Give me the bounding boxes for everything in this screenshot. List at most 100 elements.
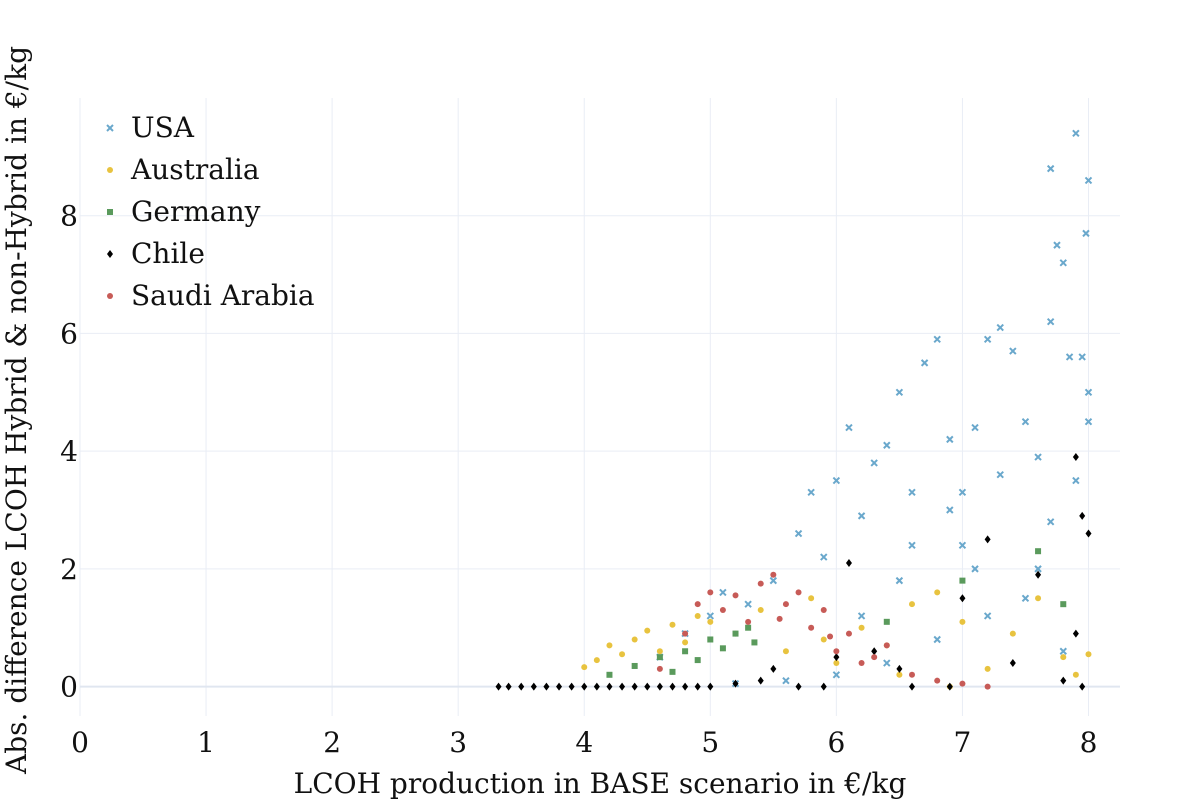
saudi-arabia-point <box>833 648 840 655</box>
legend-label-germany: Germany <box>131 195 261 228</box>
chile-point <box>1072 453 1079 462</box>
australia-point <box>606 642 613 649</box>
germany-point <box>682 648 689 655</box>
saudi-arabia-point <box>845 630 852 637</box>
x-tick-label: 0 <box>71 726 89 759</box>
australia-point <box>934 589 941 596</box>
legend-label-chile: Chile <box>131 237 205 270</box>
saudi-arabia-point <box>719 607 726 614</box>
saudi-arabia-point <box>883 642 890 649</box>
usa-point <box>1084 418 1093 426</box>
chile-point <box>984 535 991 544</box>
germany-point <box>959 577 966 584</box>
usa-point <box>958 541 967 550</box>
chile-point <box>1060 676 1067 685</box>
australia-point <box>707 618 714 625</box>
germany-point <box>631 662 638 669</box>
chile-point <box>959 594 966 603</box>
usa-point <box>883 441 891 449</box>
australia-point <box>858 624 865 631</box>
chile-point <box>644 682 651 691</box>
australia-point <box>757 607 764 614</box>
chile-point <box>845 558 852 567</box>
saudi-arabia-point <box>820 607 827 614</box>
australia-point <box>1060 654 1067 661</box>
germany-point <box>745 624 752 631</box>
usa-point <box>744 600 752 608</box>
usa-point <box>908 488 916 497</box>
saudi-arabia-point <box>656 665 663 672</box>
usa-point <box>1046 164 1055 173</box>
usa-point <box>1078 353 1086 361</box>
usa-point <box>832 476 841 485</box>
germany-point <box>719 645 726 652</box>
usa-point <box>1046 317 1055 326</box>
chile-point <box>606 682 613 691</box>
australia-point <box>820 636 827 643</box>
legend-label-usa: USA <box>131 111 195 144</box>
usa-point <box>1072 476 1080 485</box>
chile-point <box>619 682 626 691</box>
chile-point <box>568 682 575 691</box>
saudi-arabia-point <box>959 680 966 687</box>
chile-point <box>833 653 840 662</box>
y-axis-title: Abs. difference LCOH Hybrid & non-Hybrid… <box>0 46 33 775</box>
australia-point <box>909 601 915 608</box>
australia-point <box>644 627 651 634</box>
australia-point <box>656 648 663 655</box>
y-tick-label: 8 <box>60 200 78 233</box>
usa-point <box>983 335 992 344</box>
x-tick-label: 2 <box>323 726 341 759</box>
chile-point <box>631 682 638 691</box>
usa-point <box>794 529 803 538</box>
chile-point <box>543 682 550 691</box>
chile-point <box>707 682 714 691</box>
saudi-arabia-point <box>682 630 689 637</box>
saudi-arabia-point <box>782 601 789 608</box>
usa-point <box>719 588 727 597</box>
usa-point <box>832 671 841 679</box>
australia-point <box>984 665 991 672</box>
australia-point <box>1009 630 1016 637</box>
usa-point <box>895 388 904 396</box>
australia-point <box>959 618 966 625</box>
usa-point <box>1084 388 1093 396</box>
usa-point <box>996 323 1004 332</box>
usa-point <box>845 423 853 432</box>
germany-point <box>751 639 758 646</box>
x-axis-title: LCOH production in BASE scenario in €/kg <box>294 767 907 800</box>
chile-point <box>505 682 512 691</box>
usa-point <box>1021 594 1030 602</box>
usa-point <box>933 635 941 644</box>
chile-point <box>1072 629 1079 638</box>
chile-point <box>1085 529 1092 538</box>
chile-point <box>820 682 827 691</box>
chile-point <box>909 682 915 691</box>
saudi-arabia-point <box>858 660 865 667</box>
saudi-arabia-point <box>795 589 802 596</box>
usa-point <box>857 612 866 620</box>
germany-point <box>1060 601 1067 608</box>
usa-point <box>706 612 715 620</box>
chile-point <box>896 664 903 673</box>
australia-point <box>619 651 626 658</box>
saudi-arabia-point <box>776 615 783 622</box>
australia-point <box>581 664 588 671</box>
australia-point <box>1072 671 1079 678</box>
usa-point <box>782 676 790 685</box>
saudi-arabia-point <box>827 633 834 640</box>
australia-point <box>682 639 689 646</box>
y-tick-label: 0 <box>60 671 78 704</box>
chile-point <box>1009 659 1016 668</box>
chile-point <box>495 682 502 691</box>
chile-point <box>946 682 953 691</box>
legend-marker-usa <box>106 124 114 132</box>
chile-point <box>694 682 701 691</box>
australia-point <box>694 612 701 619</box>
germany-point <box>606 671 613 678</box>
points-layer <box>495 129 1093 691</box>
usa-point <box>946 435 954 444</box>
x-tick-label: 3 <box>449 726 467 759</box>
x-tick-label: 1 <box>197 726 215 759</box>
